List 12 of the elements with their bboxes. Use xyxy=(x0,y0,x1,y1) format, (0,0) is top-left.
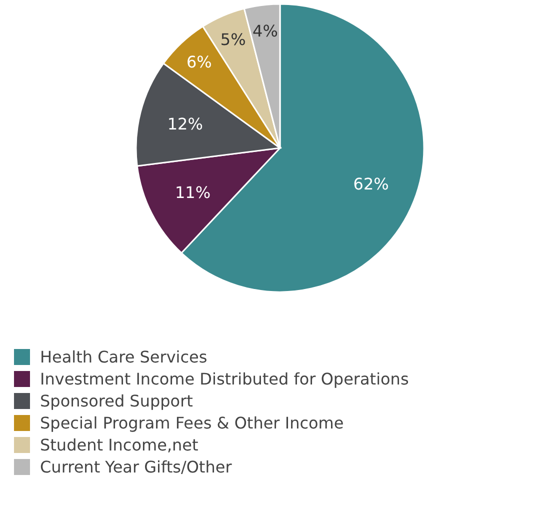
data-label: 62% xyxy=(353,174,389,194)
legend-label: Current Year Gifts/Other xyxy=(40,458,232,477)
data-label: 12% xyxy=(167,114,203,134)
legend-label: Health Care Services xyxy=(40,348,208,367)
data-label: 4% xyxy=(252,21,278,40)
legend-label: Special Program Fees & Other Income xyxy=(40,414,344,433)
legend-label: Student Income,net xyxy=(40,436,198,455)
data-label: 11% xyxy=(174,183,211,202)
legend-label: Investment Income Distributed for Operations xyxy=(40,370,409,389)
legend-label: Sponsored Support xyxy=(40,392,193,411)
data-label: 6% xyxy=(186,52,212,72)
data-label: 5% xyxy=(220,30,246,50)
